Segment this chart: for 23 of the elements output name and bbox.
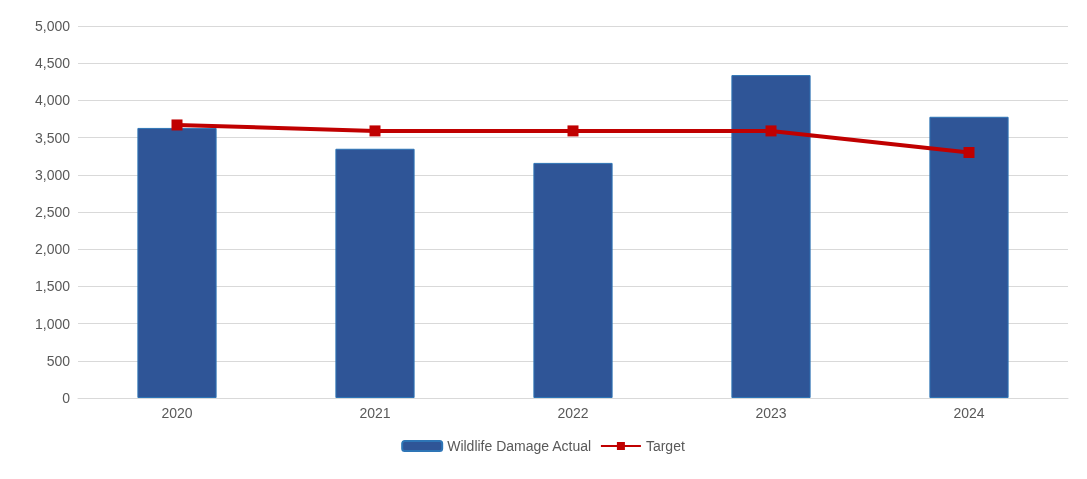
x-tick-label: 2023 xyxy=(755,405,787,421)
bar xyxy=(137,127,217,398)
y-tick-label: 2,000 xyxy=(34,241,71,258)
y-tick-label: 3,500 xyxy=(34,129,71,146)
x-tick-label: 2020 xyxy=(161,405,193,421)
y-tick-label: 5,000 xyxy=(34,18,71,34)
y-tick-label: 500 xyxy=(46,352,71,369)
legend-label: Target xyxy=(645,438,685,454)
x-tick-label: 2024 xyxy=(953,405,985,421)
bar xyxy=(929,116,1009,398)
x-tick-label: 2021 xyxy=(359,405,391,421)
y-tick-label: 1,500 xyxy=(34,278,71,295)
legend-label: Wildlife Damage Actual xyxy=(447,438,592,454)
y-tick-label: 3,000 xyxy=(34,166,71,183)
x-tick-label: 2022 xyxy=(557,405,589,421)
y-tick-label: 1,000 xyxy=(34,315,71,332)
y-tick-label: 4,000 xyxy=(34,92,71,109)
y-tick-label: 0 xyxy=(62,390,71,406)
y-tick-label: 2,500 xyxy=(34,204,71,220)
bar xyxy=(335,148,415,398)
y-tick-label: 4,500 xyxy=(34,55,71,72)
bar xyxy=(533,162,613,398)
bar xyxy=(731,75,811,398)
